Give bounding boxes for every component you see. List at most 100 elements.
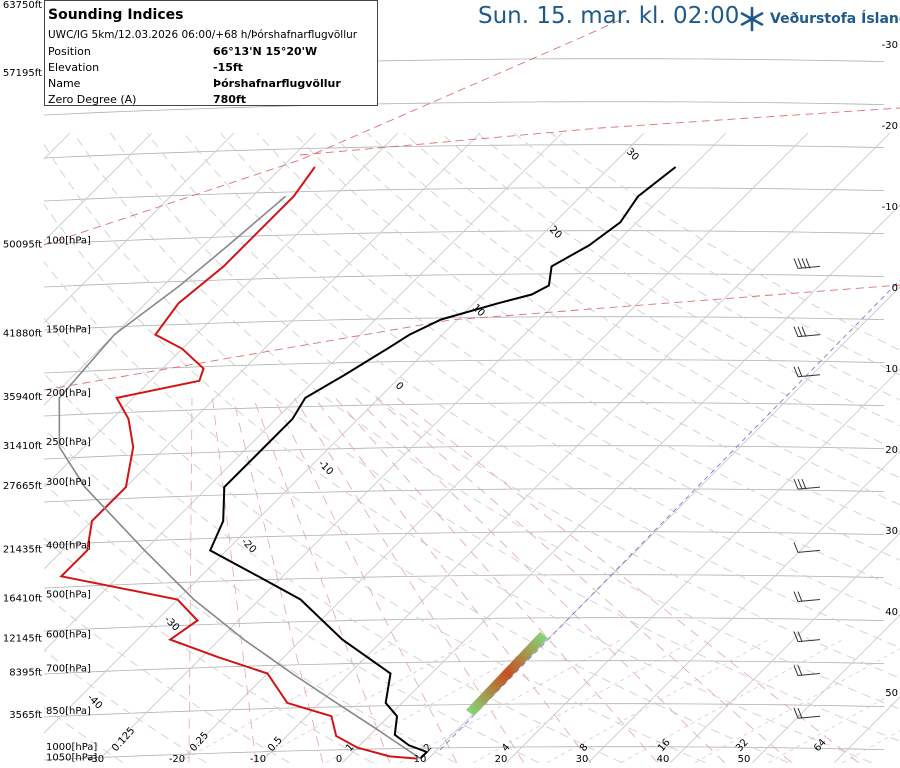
mixing-ratio-line <box>842 730 900 763</box>
snowflake-icon <box>740 6 764 32</box>
zero-degree-value: 780ft <box>213 93 247 106</box>
vedurstofa-logo[interactable]: Veðurstofa Íslands <box>738 6 900 32</box>
forecast-datetime: Sun. 15. mar. kl. 02:00 <box>478 3 740 29</box>
height-contour <box>44 445 885 460</box>
moist-adiabat <box>273 397 458 763</box>
height-contour <box>44 359 885 374</box>
height-contour <box>44 230 885 245</box>
mixing-ratio-label: 1 <box>344 742 356 754</box>
right-axis-label: -10 <box>882 202 898 213</box>
mixing-ratio-line <box>178 639 400 763</box>
mixing-ratio-line <box>768 689 900 763</box>
dry-adiabat <box>44 593 290 764</box>
barb-flag <box>801 478 807 490</box>
altitude-label: 12145ft <box>3 634 42 645</box>
right-axis-label: 20 <box>885 445 898 456</box>
isotherm-inline-label: -20 <box>239 536 258 555</box>
isotherm <box>44 132 399 488</box>
right-axis-label: 10 <box>885 364 898 375</box>
isotherm-inline-label: 20 <box>547 224 564 241</box>
zero-degree-label: Zero Degree (A) <box>48 93 137 106</box>
isotherm <box>44 132 563 652</box>
barb-flag <box>797 366 803 377</box>
barb-flag <box>793 631 799 642</box>
dry-adiabat <box>293 132 900 533</box>
dry-adiabat <box>44 706 124 764</box>
wind-barb <box>793 478 821 490</box>
isotherm <box>44 132 235 324</box>
elevation-label: Elevation <box>48 61 100 74</box>
altitude-label: 3565ft <box>9 710 42 721</box>
mixing-ratio-line <box>547 639 769 763</box>
altitude-label: 8395ft <box>9 668 42 679</box>
dry-adiabat <box>366 132 900 479</box>
barb-flag <box>797 478 803 490</box>
panel-subtitle: UWC/IG 5km/12.03.2026 06:00/+68 h/Þórsha… <box>48 29 358 41</box>
stability-line <box>44 284 900 391</box>
altitude-label: 21435ft <box>3 544 42 555</box>
height-contour <box>44 746 885 761</box>
barb-flag <box>797 591 803 602</box>
moist-adiabat <box>375 397 792 764</box>
wind-barb <box>793 708 821 719</box>
isotherm <box>588 450 900 763</box>
mixing-ratio-label: 16 <box>656 737 673 754</box>
isotherm <box>44 132 317 406</box>
height-contour <box>44 144 885 159</box>
moist-adiabat <box>314 397 592 763</box>
moist-adiabat <box>334 397 658 763</box>
temperature-tick-label: -20 <box>169 754 185 765</box>
mixing-ratio-line <box>620 639 843 763</box>
isotherm <box>44 132 645 734</box>
mixing-ratio-line <box>251 639 474 763</box>
right-axis-label: 40 <box>885 607 898 618</box>
pressure-label: 200[hPa] <box>46 388 91 399</box>
moist-adiabat <box>253 397 391 763</box>
barb-flag <box>793 591 799 602</box>
moist-adiabat <box>355 397 725 763</box>
moist-adiabat <box>294 397 525 763</box>
dry-adiabat <box>44 203 872 764</box>
background-lines <box>44 19 900 764</box>
axis-labels: 100[hPa] 50095ft 150[hPa] 41880ft 200[hPa] 35… <box>3 0 898 765</box>
wind-barb <box>793 326 821 338</box>
sounding-indices-panel: Sounding Indices UWC/IG 5km/12.03.2026 0… <box>44 0 378 106</box>
moist-adiabat <box>188 397 193 763</box>
isotherm <box>670 532 900 763</box>
moist-adiabat <box>396 397 859 764</box>
isotherm-inline-label: -30 <box>162 614 181 633</box>
altitude-label: 41880ft <box>3 329 42 340</box>
pressure-label: 150[hPa] <box>46 325 91 336</box>
isotherm <box>44 132 153 242</box>
barb-flag <box>797 665 803 676</box>
barb-flag <box>793 478 799 490</box>
mixing-ratio-label: 32 <box>734 737 751 754</box>
barb-staff <box>797 549 821 553</box>
pressure-label: 300[hPa] <box>46 477 91 488</box>
height-contour <box>44 273 885 288</box>
altitude-label: 57195ft <box>3 68 42 79</box>
wind-barb <box>793 366 821 378</box>
dry-adiabat <box>44 427 540 764</box>
barb-flag <box>793 366 799 377</box>
temperature-tick-label: 0 <box>336 754 342 765</box>
right-axis-label: -30 <box>882 40 898 51</box>
pressure-label: 100[hPa] <box>46 235 91 246</box>
dry-adiabat <box>220 132 900 590</box>
pressure-label: 1000[hPa] <box>46 742 97 753</box>
isotherm-inline-label: -10 <box>316 458 335 477</box>
isotherm <box>96 132 727 763</box>
barb-flag <box>797 631 803 642</box>
dewpoint-curve <box>59 166 417 760</box>
isotherm <box>506 368 900 763</box>
mixing-ratio-label: 4 <box>500 742 512 754</box>
height-contour <box>44 187 885 202</box>
mixing-ratio-line <box>473 639 696 763</box>
isotherm <box>342 204 900 763</box>
dry-adiabat <box>73 132 900 710</box>
height-contour <box>44 574 885 589</box>
panel-title: Sounding Indices <box>48 7 184 23</box>
wind-barb <box>793 665 821 677</box>
barb-flag <box>801 258 807 269</box>
height-contour <box>44 660 885 675</box>
